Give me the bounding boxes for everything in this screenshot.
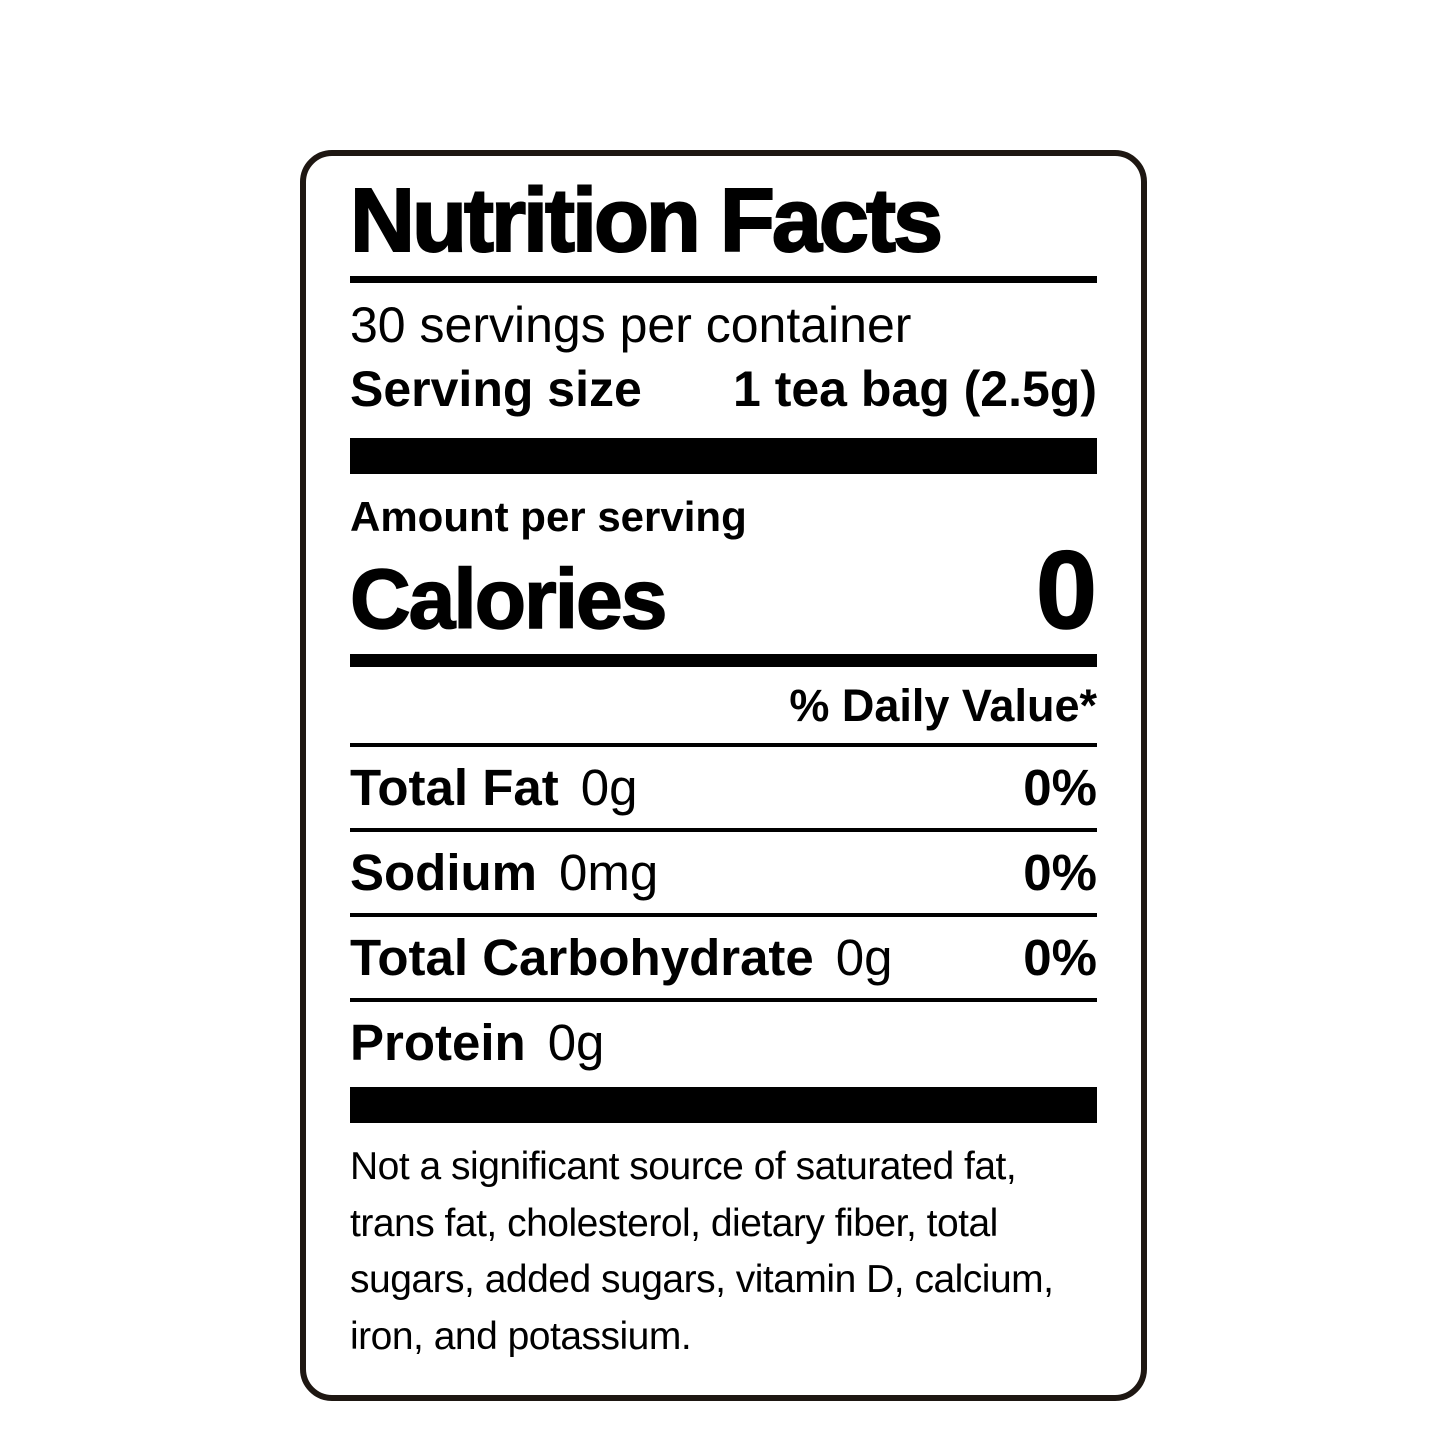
serving-size-row: Serving size 1 tea bag (2.5g) [350, 361, 1097, 419]
calories-divider [350, 654, 1097, 668]
nutrition-facts-label: Nutrition Facts 30 servings per containe… [300, 150, 1147, 1402]
calories-value: 0 [1035, 529, 1098, 653]
calories-row: Calories 0 [349, 529, 1098, 653]
nutrient-row-protein: Protein 0g [350, 1002, 1097, 1083]
nutrient-row-sodium: Sodium 0mg 0% [350, 832, 1097, 913]
serving-size-label: Serving size [350, 360, 642, 417]
row-divider [350, 742, 1097, 747]
nutrient-row-total-carbohydrate: Total Carbohydrate 0g 0% [350, 917, 1097, 998]
nutrient-row-total-fat: Total Fat 0g 0% [350, 747, 1097, 828]
label-title: Nutrition Facts [349, 171, 944, 271]
nutrient-daily-value: 0% [1023, 843, 1097, 901]
daily-value-header: % Daily Value* [789, 680, 1097, 732]
nutrient-daily-value: 0% [1023, 928, 1097, 986]
section-divider-thick-top [350, 438, 1097, 474]
calories-label: Calories [349, 552, 668, 647]
nutrient-name: Sodium [350, 843, 537, 901]
row-divider [350, 827, 1097, 832]
amount-per-serving-label: Amount per serving [350, 493, 747, 540]
row-divider [350, 912, 1097, 917]
nutrient-name: Total Fat [350, 758, 559, 816]
section-divider-thick-bottom [350, 1087, 1097, 1124]
title-divider [350, 276, 1097, 283]
nutrient-amount: 0g [547, 1014, 605, 1072]
nutrient-name: Total Carbohydrate [350, 928, 814, 986]
nutrient-daily-value: 0% [1023, 758, 1097, 816]
nutrient-amount: 0g [580, 758, 638, 816]
serving-size-value: 1 tea bag (2.5g) [733, 360, 1097, 417]
row-divider [350, 998, 1097, 1003]
nutrient-amount: 0g [835, 928, 893, 986]
nutrient-name: Protein [350, 1014, 526, 1072]
footnote: Not a significant source of saturated fa… [350, 1145, 1054, 1358]
servings-per-container: 30 servings per container [350, 297, 912, 353]
nutrient-amount: 0mg [559, 843, 659, 901]
